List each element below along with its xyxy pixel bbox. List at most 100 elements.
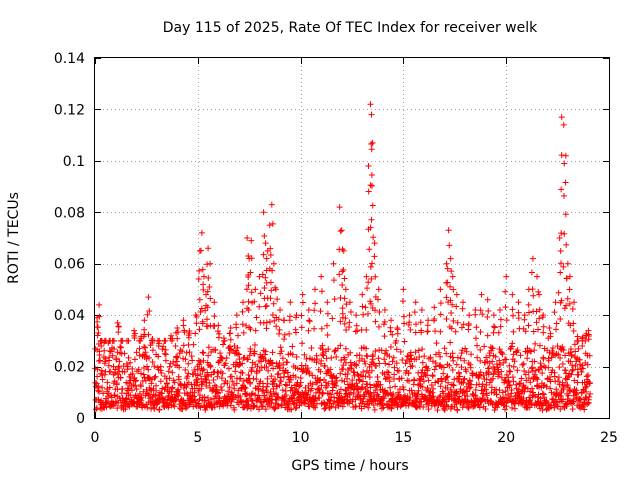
data-point-cluster — [491, 324, 498, 331]
background-point — [390, 391, 397, 398]
background-point — [407, 394, 414, 401]
data-point — [388, 317, 395, 324]
data-point-cluster — [564, 295, 571, 302]
background-point — [223, 355, 230, 362]
background-point — [438, 375, 445, 382]
background-point — [100, 390, 107, 397]
data-point-cluster — [362, 304, 369, 311]
background-point — [215, 399, 222, 406]
background-point — [375, 355, 382, 362]
data-point-cluster — [267, 245, 274, 252]
background-point — [356, 352, 363, 359]
background-point — [387, 343, 394, 350]
data-point — [367, 101, 374, 108]
data-point-cluster — [199, 318, 206, 325]
background-point — [308, 385, 315, 392]
background-point — [497, 361, 504, 368]
background-point — [136, 345, 143, 352]
background-point — [528, 348, 535, 355]
background-point — [250, 402, 257, 409]
background-point — [398, 375, 405, 382]
data-point — [215, 322, 222, 329]
background-point — [527, 379, 534, 386]
background-point — [517, 352, 524, 359]
background-point — [477, 357, 484, 364]
background-point — [176, 389, 183, 396]
data-point-cluster — [447, 297, 454, 304]
background-point — [562, 367, 569, 374]
background-point — [455, 369, 462, 376]
data-point — [102, 358, 109, 365]
background-point — [296, 402, 303, 409]
data-point-cluster — [196, 296, 203, 303]
data-point-cluster — [245, 252, 252, 259]
background-point — [321, 363, 328, 370]
background-point — [132, 377, 139, 384]
y-tick-label: 0.14 — [54, 51, 85, 67]
background-point — [155, 353, 162, 360]
background-point — [162, 351, 169, 358]
background-point — [369, 351, 376, 358]
data-point-cluster — [109, 337, 116, 344]
background-point — [149, 347, 156, 354]
data-point-cluster — [339, 305, 346, 312]
background-point — [440, 390, 447, 397]
background-point — [96, 352, 103, 359]
background-point — [274, 393, 281, 400]
data-point-cluster — [443, 315, 450, 322]
background-point — [538, 363, 545, 370]
background-point — [226, 384, 233, 391]
data-point-cluster — [245, 306, 252, 313]
data-point-cluster — [450, 317, 457, 324]
data-point-cluster — [196, 326, 203, 333]
x-axis-label: GPS time / hours — [291, 458, 408, 474]
background-point — [296, 382, 303, 389]
background-point — [454, 354, 461, 361]
background-point — [534, 376, 541, 383]
background-point — [516, 380, 523, 387]
data-point-cluster — [312, 300, 319, 307]
background-point — [557, 406, 564, 413]
background-point — [292, 405, 299, 412]
data-point-cluster — [195, 276, 202, 283]
background-point — [571, 377, 578, 384]
background-point — [193, 376, 200, 383]
background-point — [249, 364, 256, 371]
data-point-cluster — [248, 255, 255, 262]
background-point — [583, 388, 590, 395]
background-point — [506, 362, 513, 369]
background-point — [202, 376, 209, 383]
data-point-cluster — [359, 303, 366, 310]
background-point — [215, 369, 222, 376]
data-point-cluster — [324, 322, 331, 329]
data-point-cluster — [343, 327, 350, 334]
background-point — [458, 364, 465, 371]
data-point — [287, 299, 294, 306]
background-point — [420, 404, 427, 411]
data-point — [266, 222, 273, 229]
background-point — [366, 374, 373, 381]
background-point — [584, 400, 591, 407]
background-point — [269, 349, 276, 356]
background-point — [556, 364, 563, 371]
data-point-cluster — [221, 337, 228, 344]
background-point — [317, 368, 324, 375]
background-point — [294, 365, 301, 372]
background-point — [569, 406, 576, 413]
background-point — [360, 392, 367, 399]
background-point — [532, 340, 539, 347]
background-point — [342, 345, 349, 352]
data-point — [552, 299, 559, 306]
background-point — [272, 376, 279, 383]
data-point-cluster — [369, 260, 376, 267]
background-point — [567, 345, 574, 352]
data-point — [205, 245, 212, 252]
data-point — [381, 307, 388, 313]
background-point — [125, 354, 132, 361]
background-point — [326, 397, 333, 404]
background-point — [488, 398, 495, 405]
chart-title: Day 115 of 2025, Rate Of TEC Index for r… — [163, 20, 538, 36]
background-point — [299, 340, 306, 347]
data-point-cluster — [286, 330, 293, 337]
